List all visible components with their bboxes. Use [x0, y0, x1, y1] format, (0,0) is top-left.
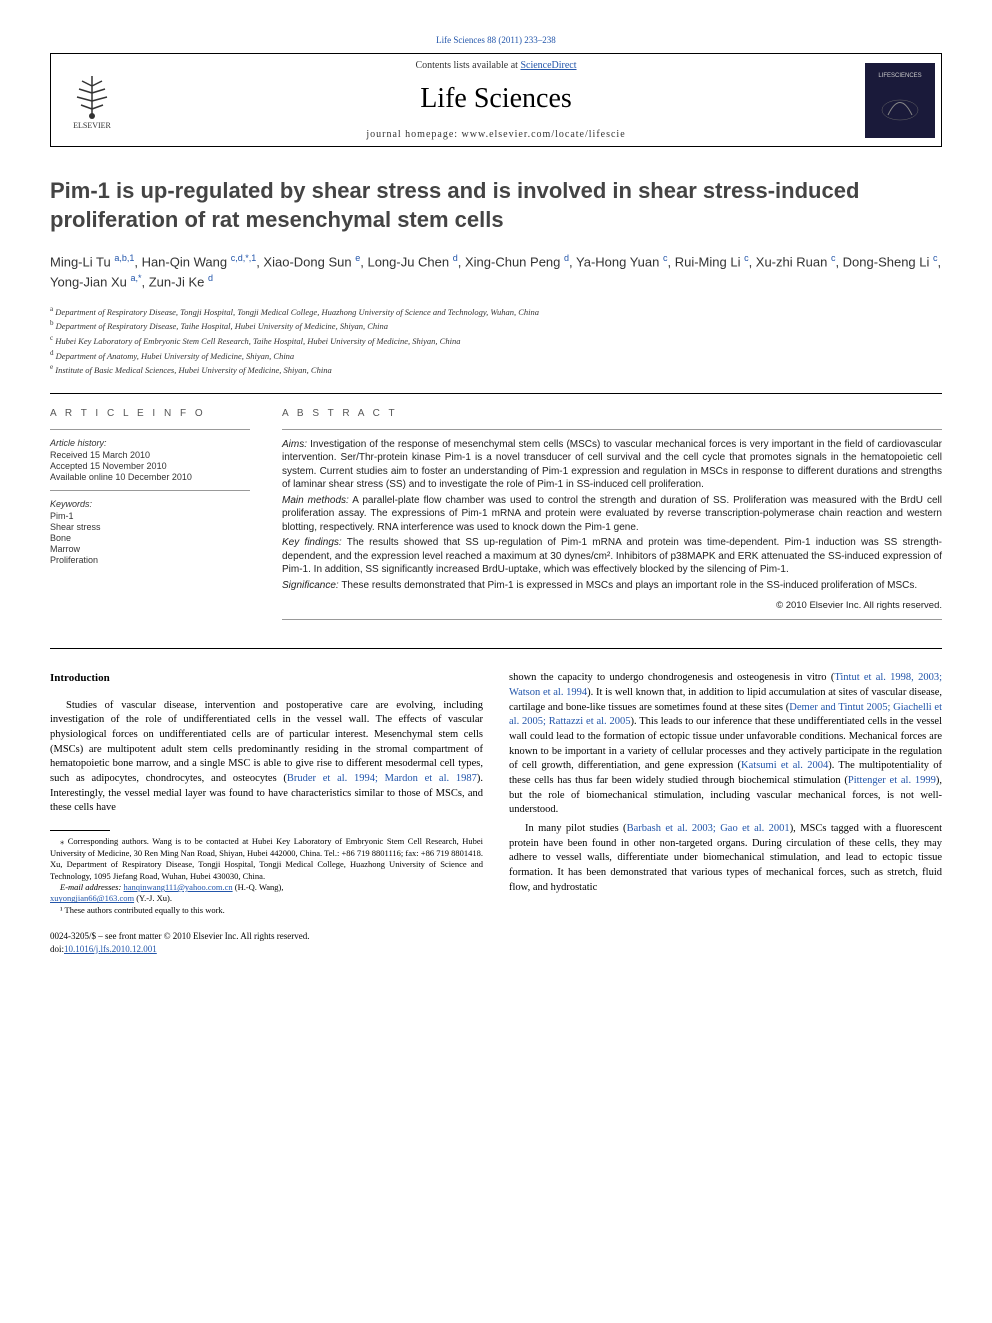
article-history-label: Article history:	[50, 438, 250, 448]
intro-para-3: In many pilot studies (Barbash et al. 20…	[509, 822, 942, 895]
front-matter-line: 0024-3205/$ – see front matter © 2010 El…	[50, 930, 483, 942]
significance-text: These results demonstrated that Pim-1 is…	[341, 580, 917, 591]
contents-available-line: Contents lists available at ScienceDirec…	[127, 60, 865, 71]
abstract-top-divider	[282, 429, 942, 430]
footnote-rule	[50, 830, 110, 831]
email-label: E-mail addresses:	[60, 882, 121, 892]
email-name-1: (H.-Q. Wang),	[235, 882, 284, 892]
keywords-label: Keywords:	[50, 499, 250, 509]
right-column: shown the capacity to undergo chondrogen…	[509, 671, 942, 954]
findings-text: The results showed that SS up-regulation…	[282, 537, 942, 575]
journal-cover-icon: LIFESCIENCES	[868, 65, 932, 135]
sciencedirect-link[interactable]: ScienceDirect	[520, 60, 576, 71]
citation-link[interactable]: Barbash et al. 2003; Gao et al. 2001	[627, 823, 790, 834]
accepted-date: Accepted 15 November 2010	[50, 461, 250, 471]
doi-link[interactable]: 10.1016/j.lfs.2010.12.001	[64, 944, 157, 954]
keyword-item: Bone	[50, 533, 250, 543]
info-divider	[50, 429, 250, 430]
abstract-copyright: © 2010 Elsevier Inc. All rights reserved…	[282, 600, 942, 611]
online-date: Available online 10 December 2010	[50, 472, 250, 482]
body-divider	[50, 648, 942, 649]
affiliation-line: e Institute of Basic Medical Sciences, H…	[50, 362, 942, 377]
citation-link[interactable]: Katsumi et al. 2004	[741, 760, 828, 771]
methods-text: A parallel-plate flow chamber was used t…	[282, 495, 942, 533]
findings-label: Key findings:	[282, 537, 342, 548]
keyword-item: Proliferation	[50, 555, 250, 565]
aims-label: Aims:	[282, 439, 307, 450]
email-name-2: (Y.-J. Xu).	[136, 893, 172, 903]
affiliations: a Department of Respiratory Disease, Ton…	[50, 304, 942, 377]
abstract-bottom-divider	[282, 619, 942, 620]
top-citation: Life Sciences 88 (2011) 233–238	[50, 35, 942, 45]
keyword-item: Marrow	[50, 544, 250, 554]
affiliation-line: c Hubei Key Laboratory of Embryonic Stem…	[50, 333, 942, 348]
intro-para-2: shown the capacity to undergo chondrogen…	[509, 671, 942, 818]
affiliation-line: b Department of Respiratory Disease, Tai…	[50, 318, 942, 333]
equal-contribution-footnote: ¹ These authors contributed equally to t…	[50, 905, 483, 916]
keyword-item: Shear stress	[50, 522, 250, 532]
contents-text: Contents lists available at	[415, 60, 520, 71]
body-text: Studies of vascular disease, interventio…	[50, 700, 483, 784]
email-footnote: E-mail addresses: hanqinwang111@yahoo.co…	[50, 882, 483, 893]
svg-text:LIFESCIENCES: LIFESCIENCES	[878, 73, 921, 79]
received-date: Received 15 March 2010	[50, 450, 250, 460]
introduction-heading: Introduction	[50, 671, 483, 686]
email-footnote-2: xuyongjian66@163.com (Y.-J. Xu).	[50, 893, 483, 904]
journal-homepage: journal homepage: www.elsevier.com/locat…	[127, 129, 865, 140]
article-info-heading: A R T I C L E I N F O	[50, 408, 250, 419]
authors-list: Ming-Li Tu a,b,1, Han-Qin Wang c,d,*,1, …	[50, 252, 942, 292]
abstract-heading: A B S T R A C T	[282, 408, 942, 419]
elsevier-label: ELSEVIER	[73, 121, 111, 130]
elsevier-logo: ELSEVIER	[57, 63, 127, 138]
keyword-item: Pim-1	[50, 511, 250, 521]
journal-header-box: ELSEVIER Contents lists available at Sci…	[50, 53, 942, 147]
email-link-2[interactable]: xuyongjian66@163.com	[50, 893, 134, 903]
doi-block: 0024-3205/$ – see front matter © 2010 El…	[50, 930, 483, 954]
body-text: In many pilot studies (	[525, 823, 627, 834]
journal-cover-logo: LIFESCIENCES	[865, 63, 935, 138]
affiliation-line: d Department of Anatomy, Hubei Universit…	[50, 348, 942, 363]
body-text: shown the capacity to undergo chondrogen…	[509, 672, 834, 683]
title-divider	[50, 393, 942, 394]
left-column: Introduction Studies of vascular disease…	[50, 671, 483, 954]
corresponding-author-footnote: ⁎ Corresponding authors. Wang is to be c…	[50, 836, 483, 882]
info-divider	[50, 490, 250, 491]
doi-label: doi:	[50, 944, 64, 954]
methods-label: Main methods:	[282, 495, 349, 506]
journal-name: Life Sciences	[127, 83, 865, 115]
affiliation-line: a Department of Respiratory Disease, Ton…	[50, 304, 942, 319]
aims-text: Investigation of the response of mesench…	[282, 439, 942, 491]
email-link-1[interactable]: hanqinwang111@yahoo.com.cn	[123, 882, 232, 892]
citation-link[interactable]: Pittenger et al. 1999	[848, 775, 936, 786]
article-title: Pim-1 is up-regulated by shear stress an…	[50, 177, 942, 234]
elsevier-tree-icon	[67, 71, 117, 121]
intro-para-1: Studies of vascular disease, interventio…	[50, 699, 483, 817]
significance-label: Significance:	[282, 580, 339, 591]
abstract-block: A B S T R A C T Aims: Investigation of t…	[282, 408, 942, 629]
citation-link[interactable]: Bruder et al. 1994; Mardon et al. 1987	[287, 773, 477, 784]
article-info-block: A R T I C L E I N F O Article history: R…	[50, 408, 250, 629]
